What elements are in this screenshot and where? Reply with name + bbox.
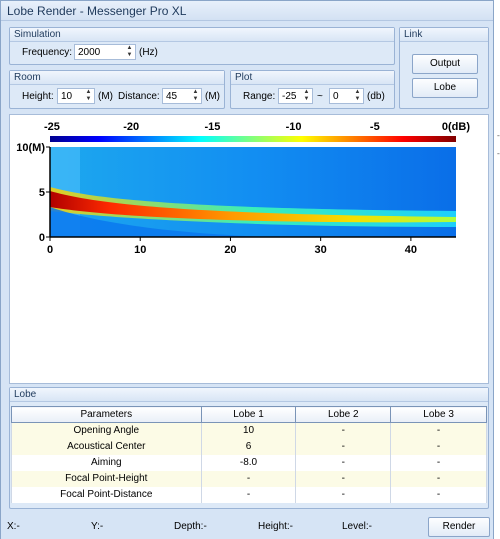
table-row[interactable]: Focal Point-Distance - - - [11, 486, 487, 503]
height-unit: (M) [98, 91, 113, 102]
plot-group: Plot Range: -25 ▲ ▼ ~ 0 ▲ ▼ (db) [230, 70, 395, 109]
table-row[interactable]: Aiming -8.0 - - [11, 454, 487, 471]
output-button[interactable]: Output [412, 54, 478, 74]
spinner-arrows-icon[interactable]: ▲ ▼ [126, 45, 133, 58]
status-x: X:- [7, 521, 20, 532]
parameter-name: Opening Angle [11, 422, 202, 439]
render-button[interactable]: Render [428, 517, 490, 537]
lobe-1-cell[interactable]: 6 [200, 438, 297, 455]
frequency-unit: (Hz) [139, 47, 158, 58]
simulation-group: Simulation Frequency: 2000 ▲ ▼ (Hz) [9, 27, 395, 65]
y-tick-label: 5 [39, 187, 45, 199]
room-group: Room Height: 10 ▲ ▼ (M) Distance: 45 ▲ ▼ (… [9, 70, 225, 109]
range-label: Range: [243, 91, 276, 102]
colorbar-tick-label: -10 [286, 121, 302, 133]
spinner-arrows-icon[interactable]: ▲ ▼ [192, 89, 199, 102]
colorbar-tick-label: 0(dB) [442, 121, 470, 133]
plot-group-title: Plot [231, 71, 394, 85]
lobe-2-cell[interactable]: - [295, 422, 392, 439]
table-header-row: Parameters Lobe 1 Lobe 2 Lobe 3 [11, 406, 487, 423]
range-min-value: -25 [282, 91, 297, 102]
lobe-3-cell[interactable]: - [390, 438, 487, 455]
lobe-button[interactable]: Lobe [412, 78, 478, 98]
lobe-3-cell[interactable]: - [390, 470, 487, 487]
lobe-1-cell[interactable]: -8.0 [200, 454, 297, 471]
status-depth: Depth:- [174, 521, 207, 532]
frequency-label: Frequency: [22, 47, 73, 58]
window-title: Lobe Render - Messenger Pro XL [7, 4, 187, 18]
distance-unit: (M) [205, 91, 220, 102]
height-value: 10 [61, 91, 73, 102]
lobe-parameters-table: Parameters Lobe 1 Lobe 2 Lobe 3 Opening … [11, 406, 487, 503]
link-group: Link Output Lobe [399, 27, 489, 109]
distance-label: Distance: [118, 91, 160, 102]
main-beam [50, 191, 456, 223]
x-tick-label: 10 [134, 244, 146, 256]
colorbar-tick-label: -25 [44, 121, 60, 133]
status-bar: X:- Y:- Depth:- Height:- Level:- Render [1, 515, 493, 539]
height-spinner[interactable]: 10 ▲ ▼ [57, 88, 95, 104]
height-label: Height: [22, 91, 54, 102]
lower-shadow [50, 207, 270, 237]
table-row[interactable]: Opening Angle 10 - - [11, 422, 487, 439]
parameter-name: Aiming [11, 454, 202, 471]
lobe-2-cell[interactable]: - [295, 470, 392, 487]
lobe-plot-area: -25 -20 -15 -10 -5 0(dB) 10(M) 5 0 0 10 20 30 40 [9, 114, 489, 384]
status-y: Y:- [91, 521, 104, 532]
parameter-name: Focal Point-Distance [11, 486, 202, 503]
colorbar-tick-label: -15 [204, 121, 220, 133]
room-group-title: Room [10, 71, 224, 85]
lobe-2-cell[interactable]: - [295, 486, 392, 503]
simulation-group-title: Simulation [10, 28, 394, 42]
heatmap-field [50, 147, 456, 237]
y-tick-label: 10(M) [16, 142, 45, 154]
edge-dash: - [496, 132, 500, 141]
x-tick-label: 20 [224, 244, 236, 256]
table-row[interactable]: Focal Point-Height - - - [11, 470, 487, 487]
lobe-heatmap-chart: -25 -20 -15 -10 -5 0(dB) 10(M) 5 0 0 10 20 30 40 [16, 121, 470, 256]
parameter-name: Acoustical Center [11, 438, 202, 455]
lobe-3-cell[interactable]: - [390, 454, 487, 471]
distance-spinner[interactable]: 45 ▲ ▼ [162, 88, 202, 104]
lobe-3-cell[interactable]: - [390, 486, 487, 503]
status-level: Level:- [342, 521, 373, 532]
colorbar-tick-label: -20 [123, 121, 139, 133]
column-header-parameters[interactable]: Parameters [11, 406, 202, 423]
column-header-lobe-2[interactable]: Lobe 2 [295, 406, 392, 423]
frequency-spinner[interactable]: 2000 ▲ ▼ [74, 44, 136, 60]
range-unit: (db) [367, 91, 385, 102]
lobe-3-cell[interactable]: - [390, 422, 487, 439]
lobe-1-cell[interactable]: - [200, 486, 297, 503]
y-tick-label: 0 [39, 232, 45, 244]
x-tick-label: 0 [47, 244, 53, 256]
parameter-name: Focal Point-Height [11, 470, 202, 487]
colorbar-tick-label: -5 [370, 121, 380, 133]
frequency-value: 2000 [78, 47, 101, 58]
x-tick-label: 40 [405, 244, 417, 256]
column-header-lobe-1[interactable]: Lobe 1 [200, 406, 297, 423]
title-bar: Lobe Render - Messenger Pro XL [1, 1, 493, 21]
status-height: Height:- [258, 521, 294, 532]
table-row[interactable]: Acoustical Center 6 - - [11, 438, 487, 455]
lobe-2-cell[interactable]: - [295, 438, 392, 455]
colorbar [50, 136, 456, 142]
column-header-lobe-3[interactable]: Lobe 3 [390, 406, 487, 423]
edge-dash: - [496, 150, 500, 159]
range-max-spinner[interactable]: 0 ▲ ▼ [329, 88, 364, 104]
range-separator: ~ [317, 91, 323, 102]
lobe-1-cell[interactable]: 10 [200, 422, 297, 439]
lobe-2-cell[interactable]: - [295, 454, 392, 471]
background-strip [494, 0, 500, 539]
lobe-1-cell[interactable]: - [200, 470, 297, 487]
range-max-value: 0 [333, 91, 339, 102]
distance-value: 45 [166, 91, 178, 102]
lobe-group-title: Lobe [10, 388, 488, 402]
x-tick-label: 30 [315, 244, 327, 256]
spinner-arrows-icon[interactable]: ▲ ▼ [354, 89, 361, 102]
spinner-arrows-icon[interactable]: ▲ ▼ [85, 89, 92, 102]
link-group-title: Link [400, 28, 488, 42]
range-min-spinner[interactable]: -25 ▲ ▼ [278, 88, 313, 104]
spinner-arrows-icon[interactable]: ▲ ▼ [303, 89, 310, 102]
